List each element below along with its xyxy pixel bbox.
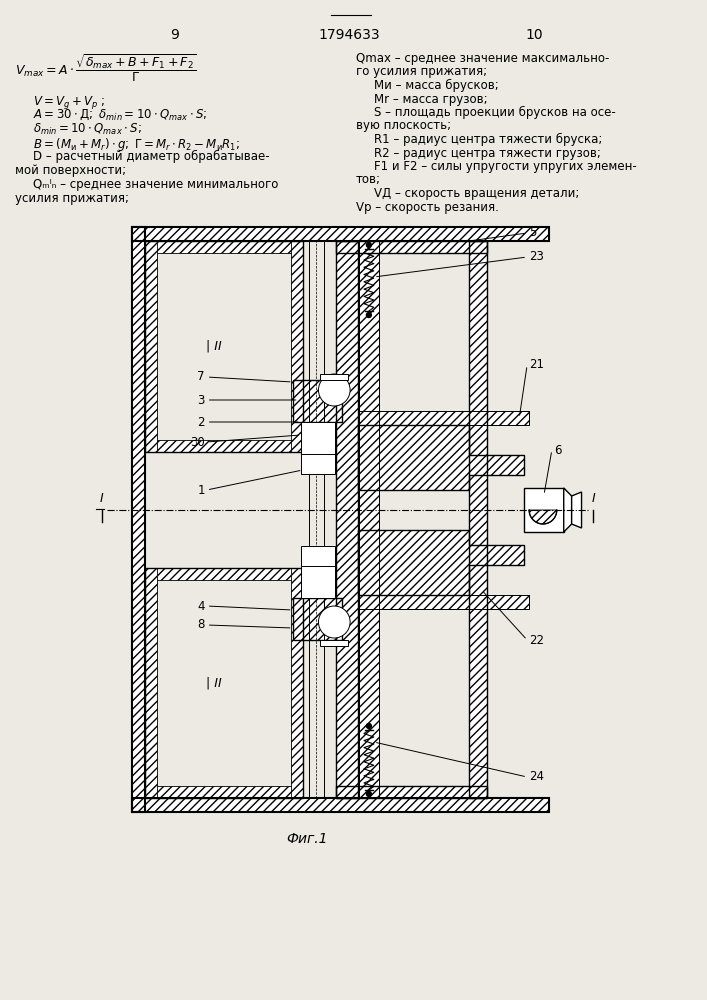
Bar [358,595,529,609]
Text: | II: | II [206,340,222,353]
Bar [146,241,303,253]
Text: 3: 3 [197,393,205,406]
Text: $V_{max} = A \cdot \dfrac{\sqrt{\delta_{max}+B+F_1+F_2}}{\Gamma}$: $V_{max} = A \cdot \dfrac{\sqrt{\delta_{… [15,52,197,84]
Text: 4: 4 [197,599,205,612]
Text: R1 – радиус центра тяжести бруска;: R1 – радиус центра тяжести бруска; [374,133,602,146]
Text: $A = 30 \cdot$Д$;\ \delta_{min} = 10 \cdot Q_{max} \cdot S;$: $A = 30 \cdot$Д$;\ \delta_{min} = 10 \cd… [33,108,207,122]
Bar [337,241,486,253]
Bar [337,786,486,798]
Polygon shape [529,510,557,524]
Bar [146,568,303,798]
Bar [293,598,342,640]
Bar [293,598,342,640]
Bar [300,454,335,474]
Bar [469,241,486,798]
Text: 24: 24 [529,770,544,784]
Text: Qmax – среднее значение максимально-: Qmax – среднее значение максимально- [356,52,609,65]
Text: VД – скорость вращения детали;: VД – скорость вращения детали; [374,187,579,200]
Polygon shape [358,425,524,490]
Polygon shape [563,488,572,532]
Bar [358,411,529,425]
Text: R2 – радиус центра тяжести грузов;: R2 – радиус центра тяжести грузов; [374,146,601,159]
Polygon shape [320,374,348,380]
Bar [469,241,486,798]
Text: D – расчетный диаметр обрабатывае-: D – расчетный диаметр обрабатывае- [33,150,269,163]
Circle shape [318,606,350,638]
Text: 23: 23 [529,250,544,263]
Circle shape [318,374,350,406]
Bar [300,565,335,598]
Text: 30: 30 [190,436,205,448]
Text: 5: 5 [529,227,537,239]
Bar [132,798,549,812]
Text: I: I [100,492,104,505]
Text: усилия прижатия;: усилия прижатия; [15,192,129,205]
Bar [146,786,303,798]
Text: 22: 22 [529,634,544,647]
Polygon shape [572,492,582,528]
Text: 21: 21 [529,359,544,371]
Circle shape [366,312,371,318]
Text: 9: 9 [170,28,178,42]
Bar [132,227,146,812]
Bar [358,411,529,425]
Text: Mи – масса брусков;: Mи – масса брусков; [374,79,498,92]
Text: 6: 6 [554,444,561,456]
Bar [337,241,486,253]
Bar [146,241,157,452]
Bar [358,595,529,609]
Text: вую плоскость;: вую плоскость; [356,119,451,132]
Bar [524,488,563,532]
Text: $B = (M_\text{и} + M_r) \cdot g;\ \Gamma = M_r \cdot R_2 - M_\text{и}R_1;$: $B = (M_\text{и} + M_r) \cdot g;\ \Gamma… [33,136,240,153]
Text: 8: 8 [197,618,205,632]
Bar [337,241,358,798]
Text: Vp – скорость резания.: Vp – скорость резания. [356,200,499,214]
Circle shape [366,724,371,728]
Text: $\delta_{min} = 10 \cdot Q_{max} \cdot S;$: $\delta_{min} = 10 \cdot Q_{max} \cdot S… [33,122,141,137]
Text: 7: 7 [197,370,205,383]
Text: I: I [592,492,595,505]
Bar [293,380,342,422]
Bar [359,241,379,798]
Circle shape [366,242,371,247]
Text: F1 и F2 – силы упругости упругих элемен-: F1 и F2 – силы упругости упругих элемен- [374,160,636,173]
Bar [337,786,486,798]
Bar [132,227,549,241]
Polygon shape [320,640,348,646]
Bar [132,227,549,241]
Bar [337,241,358,798]
Text: тов;: тов; [356,174,381,186]
Text: 2: 2 [197,416,205,428]
Text: S – площадь проекции брусков на осе-: S – площадь проекции брусков на осе- [374,106,616,119]
Bar [359,241,379,798]
Bar [291,241,303,452]
Bar [146,568,157,798]
Bar [291,568,303,798]
Text: Фиг.1: Фиг.1 [286,832,327,846]
Text: мой поверхности;: мой поверхности; [15,164,126,177]
Text: го усилия прижатия;: го усилия прижатия; [356,66,487,79]
Bar [132,798,549,812]
Text: 10: 10 [525,28,543,42]
Text: Mr – масса грузов;: Mr – масса грузов; [374,93,487,105]
Bar [300,546,335,566]
Text: $V = V_g + V_p$ ;: $V = V_g + V_p$ ; [33,94,105,111]
Bar [293,380,342,422]
Bar [132,227,146,812]
Bar [146,568,303,580]
Circle shape [366,792,371,796]
Bar [146,440,303,452]
Polygon shape [358,530,524,595]
Text: Qₘᴵₙ – среднее значение минимального: Qₘᴵₙ – среднее значение минимального [33,178,278,191]
Bar [300,422,335,455]
Bar [146,241,303,452]
Text: 1794633: 1794633 [318,28,380,42]
Text: | II: | II [206,676,222,690]
Text: 1: 1 [197,484,205,496]
